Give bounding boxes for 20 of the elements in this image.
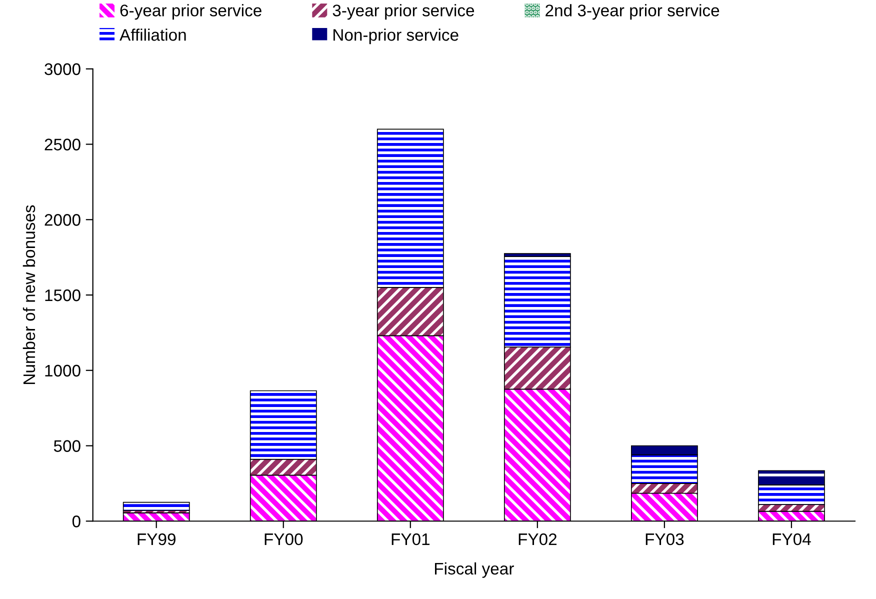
y-tick-label: 500: [54, 440, 80, 452]
legend-label: Affiliation: [120, 28, 186, 41]
y-tick-label: 1000: [45, 364, 80, 377]
y-tick-label: 0: [72, 516, 80, 528]
legend-label: Non-prior service: [334, 28, 458, 44]
y-tick-label: 3000: [44, 63, 80, 76]
x-tick-label: FY00: [264, 533, 303, 546]
legend-label: 3-year prior service: [332, 4, 474, 20]
y-axis-title: Number of new bonuses: [22, 205, 36, 384]
x-tick-label: FY02: [518, 533, 557, 546]
x-tick-label: FY01: [392, 533, 430, 546]
x-tick-label: FY04: [772, 533, 811, 546]
legend-label: 6-year prior service: [120, 4, 262, 20]
y-tick-label: 2500: [44, 138, 80, 150]
legend-label: 2nd 3-year prior service: [546, 4, 720, 20]
y-tick-label: 1500: [45, 289, 80, 302]
y-tick-label: 2000: [44, 214, 80, 226]
x-axis-title: Fiscal year: [435, 562, 514, 578]
x-tick-label: FY99: [138, 533, 176, 546]
x-tick-label: FY03: [646, 533, 684, 546]
